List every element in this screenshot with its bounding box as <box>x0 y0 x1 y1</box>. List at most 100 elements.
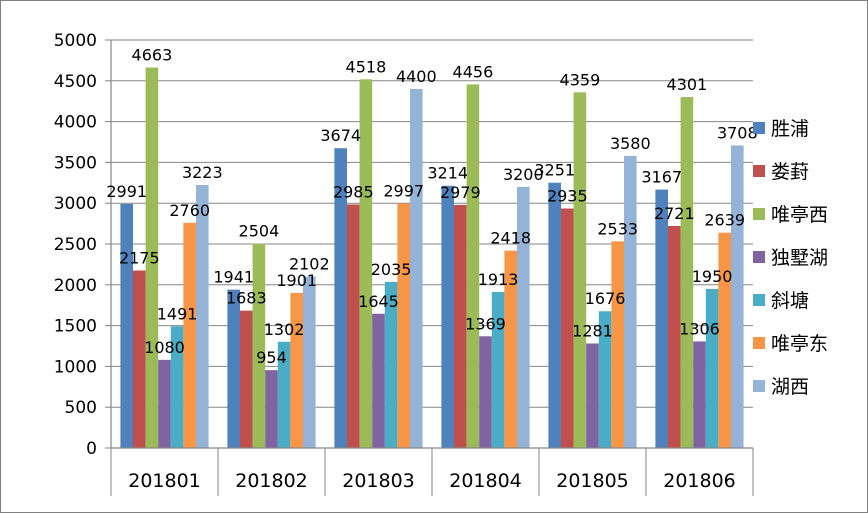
bar <box>548 182 561 449</box>
data-label: 4456 <box>453 62 494 81</box>
data-label: 1901 <box>276 271 317 290</box>
data-label: 3214 <box>427 164 468 183</box>
bar <box>120 203 133 448</box>
data-label: 2102 <box>289 254 330 273</box>
y-tick-label: 2000 <box>54 276 97 296</box>
bar <box>145 67 159 448</box>
data-label: 2991 <box>106 182 147 201</box>
data-labels: 2991 2175 4663 1080 1491 2760 3223 1941 1683 2504… <box>106 45 757 367</box>
data-label: 2533 <box>597 219 638 238</box>
bar <box>303 276 316 448</box>
bar <box>504 250 517 448</box>
bar <box>693 341 706 448</box>
data-label: 4518 <box>346 57 387 76</box>
y-tick-label: 5000 <box>54 31 97 51</box>
bar <box>196 185 209 448</box>
data-label: 4400 <box>396 67 437 86</box>
y-tick-label: 0 <box>86 439 97 459</box>
data-label: 3708 <box>717 123 758 142</box>
bar <box>441 185 454 448</box>
gridlines <box>111 39 753 449</box>
data-label: 2504 <box>239 222 280 241</box>
y-tick-label: 500 <box>65 398 97 418</box>
bar <box>517 186 530 448</box>
data-label: 2985 <box>333 182 374 201</box>
data-label: 4359 <box>560 70 601 89</box>
y-tick-label: 1500 <box>54 317 97 337</box>
bar <box>598 311 612 448</box>
data-label: 4663 <box>132 45 173 64</box>
legend-label: 唯亭东 <box>771 333 828 355</box>
bar <box>252 243 266 448</box>
bar <box>384 281 398 448</box>
data-label: 3223 <box>182 163 223 182</box>
data-label: 1913 <box>478 270 519 289</box>
data-label: 954 <box>256 348 287 367</box>
bar <box>359 79 373 448</box>
data-label: 3580 <box>610 134 651 153</box>
data-label: 2639 <box>704 211 745 230</box>
data-label: 3674 <box>320 126 361 145</box>
x-category-label: 201804 <box>449 470 522 492</box>
bar <box>397 203 410 448</box>
bar <box>334 148 347 448</box>
x-axis-categories: 201801 201802 201803 201804 201805 201806 <box>128 470 736 492</box>
bars <box>120 67 744 449</box>
data-label: 2175 <box>119 249 160 268</box>
legend-label: 湖西 <box>771 376 809 398</box>
data-label: 2935 <box>547 187 588 206</box>
bar <box>183 222 196 448</box>
y-tick-label: 3000 <box>54 194 97 214</box>
axes <box>110 40 754 496</box>
data-label: 2721 <box>654 204 695 223</box>
legend-label: 胜浦 <box>771 118 809 140</box>
bar <box>491 291 505 448</box>
bar <box>466 84 480 448</box>
bar <box>586 343 599 448</box>
legend-label: 娄葑 <box>771 161 809 183</box>
data-label: 4301 <box>667 75 708 94</box>
data-label: 2760 <box>169 201 210 220</box>
x-category-label: 201806 <box>663 470 736 492</box>
data-label: 2035 <box>371 260 412 279</box>
x-category-label: 201803 <box>342 470 415 492</box>
bar <box>133 270 146 448</box>
bar <box>290 292 303 448</box>
bar <box>705 288 719 448</box>
data-label: 3251 <box>534 161 575 180</box>
legend-swatch <box>753 251 765 263</box>
data-label: 1281 <box>572 321 613 340</box>
data-label: 1080 <box>144 338 185 357</box>
bar <box>611 241 624 448</box>
bar <box>479 336 492 448</box>
y-tick-label: 3500 <box>54 153 97 173</box>
legend-label: 唯亭西 <box>771 204 828 226</box>
bar <box>347 204 360 448</box>
bar <box>227 289 240 448</box>
bar <box>277 341 291 448</box>
legend-label: 独墅湖 <box>771 247 828 269</box>
data-label: 1941 <box>213 268 254 287</box>
data-label: 1306 <box>679 319 720 338</box>
bar <box>655 189 668 448</box>
data-label: 1369 <box>465 314 506 333</box>
data-label: 1950 <box>692 267 733 286</box>
data-label: 2418 <box>490 229 531 248</box>
y-tick-label: 4000 <box>54 113 97 133</box>
bar <box>372 313 385 448</box>
y-tick-label: 4500 <box>54 72 97 92</box>
legend-swatch <box>753 337 765 349</box>
legend-swatch <box>753 380 765 392</box>
bar <box>561 208 574 448</box>
bar <box>680 97 694 449</box>
data-label: 1302 <box>264 320 305 339</box>
bar <box>454 204 467 448</box>
bar <box>265 370 278 448</box>
data-label: 2979 <box>440 183 481 202</box>
data-label: 1683 <box>226 289 267 308</box>
bar <box>410 88 423 449</box>
x-category-label: 201805 <box>556 470 629 492</box>
